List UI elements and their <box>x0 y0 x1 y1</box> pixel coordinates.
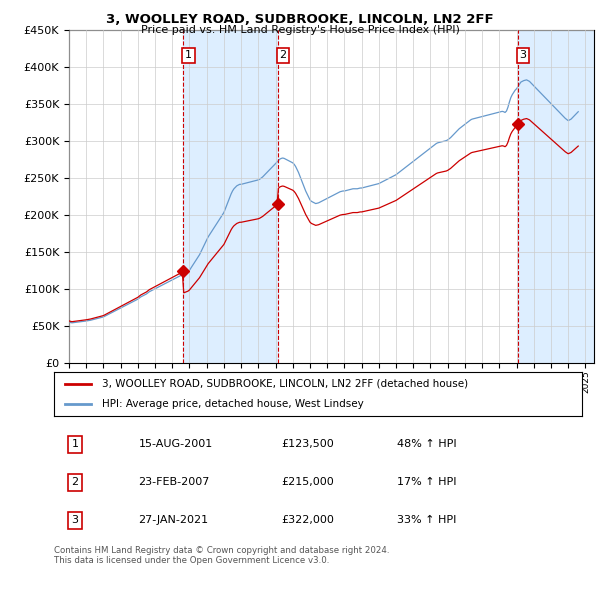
Text: £322,000: £322,000 <box>281 515 334 525</box>
Bar <box>518 30 594 363</box>
Text: 3, WOOLLEY ROAD, SUDBROOKE, LINCOLN, LN2 2FF (detached house): 3, WOOLLEY ROAD, SUDBROOKE, LINCOLN, LN2… <box>101 379 467 389</box>
Text: Contains HM Land Registry data © Crown copyright and database right 2024.
This d: Contains HM Land Registry data © Crown c… <box>54 546 389 565</box>
Text: HPI: Average price, detached house, West Lindsey: HPI: Average price, detached house, West… <box>101 399 363 409</box>
Text: 33% ↑ HPI: 33% ↑ HPI <box>397 515 457 525</box>
Text: £215,000: £215,000 <box>281 477 334 487</box>
Text: 23-FEB-2007: 23-FEB-2007 <box>139 477 210 487</box>
Text: 1: 1 <box>71 440 79 450</box>
Text: 3: 3 <box>71 515 79 525</box>
Text: 15-AUG-2001: 15-AUG-2001 <box>139 440 213 450</box>
Text: 1: 1 <box>185 50 192 60</box>
Text: Price paid vs. HM Land Registry's House Price Index (HPI): Price paid vs. HM Land Registry's House … <box>140 25 460 35</box>
Text: £123,500: £123,500 <box>281 440 334 450</box>
Text: 2: 2 <box>71 477 79 487</box>
Text: 27-JAN-2021: 27-JAN-2021 <box>139 515 209 525</box>
Text: 17% ↑ HPI: 17% ↑ HPI <box>397 477 457 487</box>
Text: 3, WOOLLEY ROAD, SUDBROOKE, LINCOLN, LN2 2FF: 3, WOOLLEY ROAD, SUDBROOKE, LINCOLN, LN2… <box>106 13 494 26</box>
Text: 2: 2 <box>280 50 287 60</box>
Bar <box>183 30 278 363</box>
Text: 3: 3 <box>520 50 527 60</box>
Text: 48% ↑ HPI: 48% ↑ HPI <box>397 440 457 450</box>
